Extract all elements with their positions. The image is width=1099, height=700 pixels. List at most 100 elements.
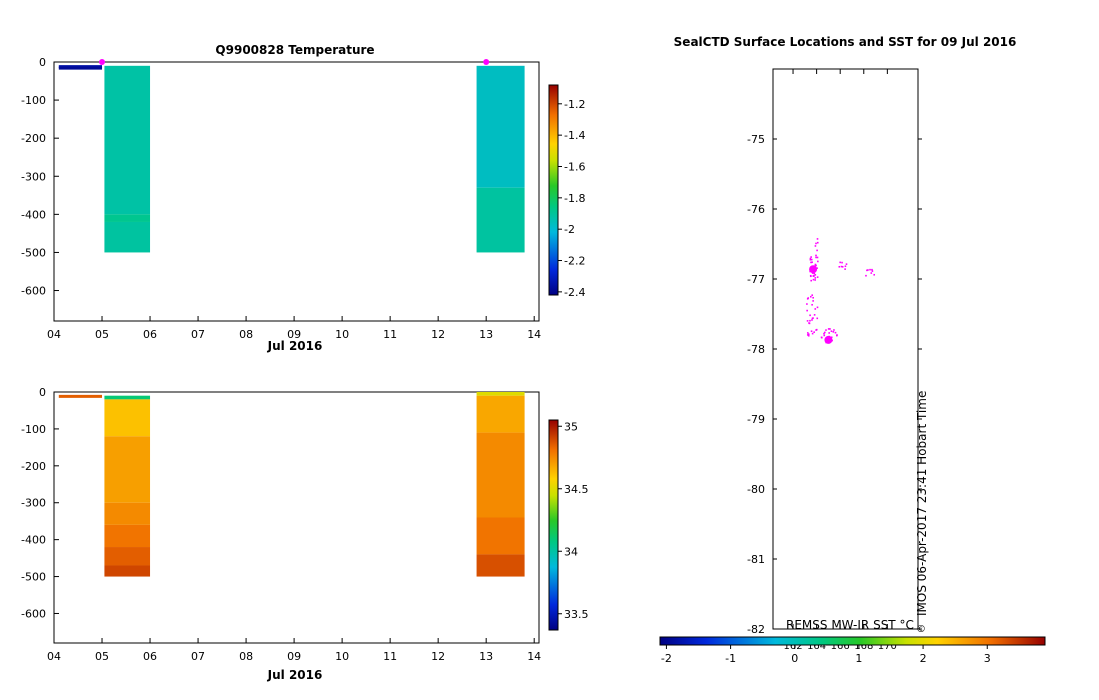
- location-point: [811, 332, 814, 335]
- location-point: [816, 256, 819, 259]
- map-x-tick-label-0: 162: [783, 641, 802, 652]
- location-point: [806, 320, 809, 322]
- sst-tick-label-5: 3: [984, 652, 991, 665]
- location-point: [844, 268, 846, 270]
- location-point: [834, 331, 837, 334]
- x-tick-label-4: 08: [239, 328, 253, 341]
- map-frame: [772, 68, 919, 630]
- location-point: [832, 331, 835, 333]
- profile-1-cell-3: [476, 517, 525, 555]
- x-tick-label-0: 04: [47, 328, 61, 341]
- salinity-colorbar: [548, 419, 559, 631]
- colorbar-tick-label-2: 34: [564, 545, 578, 558]
- y-tick-label-5: -500: [21, 246, 46, 259]
- map-y-ticks: -75 -76 -77 -78 -79 -80 -81 -82: [747, 133, 922, 636]
- location-point: [806, 309, 808, 312]
- location-point: [807, 333, 810, 336]
- location-point: [815, 254, 817, 257]
- map-y-tick-label-2: -77: [747, 273, 765, 286]
- sst-colorbar-label: REMSS MW-IR SST °C: [786, 618, 914, 632]
- location-point: [814, 279, 816, 281]
- location-point: [809, 258, 812, 261]
- x-tick-label-1: 05: [95, 650, 109, 663]
- location-point: [815, 329, 817, 331]
- location-point: [811, 261, 813, 264]
- location-point: [812, 275, 815, 277]
- profile-1-cell-1: [476, 395, 525, 433]
- profile-0-cell-2: [104, 221, 151, 253]
- surface-marker-0: [99, 59, 106, 65]
- location-point: [866, 269, 868, 272]
- location-point: [814, 308, 817, 310]
- location-point: [816, 317, 819, 320]
- profile-1-cell-2: [476, 432, 525, 518]
- colorbar-tick-label-0: -1.2: [564, 98, 585, 111]
- location-point: [816, 276, 819, 278]
- salinity-panel: 0 -100 -200 -300 -400 -500 -600 04 05 06 07 08 09 10…: [21, 386, 588, 682]
- surface-marker-1: [483, 59, 490, 65]
- x-tick-label-10: 14: [527, 650, 541, 663]
- profile-1-cell-4: [476, 554, 525, 577]
- location-point: [810, 261, 812, 264]
- location-point: [817, 260, 819, 263]
- location-point: [816, 238, 819, 240]
- x-tick-label-5: 09: [287, 328, 301, 341]
- profile-1-cell-0: [476, 392, 525, 396]
- profile-0-cell-3: [104, 502, 151, 525]
- map-y-tick-label-7: -82: [747, 623, 765, 636]
- location-point: [870, 272, 873, 274]
- location-point: [841, 265, 844, 268]
- colorbar-tick-label-2: -1.6: [564, 160, 585, 173]
- x-tick-label-3: 07: [191, 328, 205, 341]
- sst-tick-label-3: 1: [855, 652, 862, 665]
- location-point: [825, 329, 827, 331]
- colorbar-tick-label-1: -1.4: [564, 129, 585, 142]
- map-y-tick-label-6: -81: [747, 553, 765, 566]
- colorbar-tick-label-4: -2: [564, 223, 575, 236]
- colorbar-tick-label-1: 34.5: [564, 483, 589, 496]
- y-tick-label-0: 0: [39, 386, 46, 399]
- location-point: [823, 334, 826, 337]
- x-tick-label-5: 09: [287, 650, 301, 663]
- colorbar-tick-label-5: -2.2: [564, 255, 585, 268]
- x-tick-label-7: 11: [383, 650, 397, 663]
- location-point: [835, 334, 838, 337]
- temperature-xlabel: Jul 2016: [267, 339, 323, 353]
- location-point: [816, 267, 818, 269]
- y-tick-label-1: -100: [21, 423, 46, 436]
- location-point: [806, 332, 809, 334]
- location-point: [811, 294, 814, 296]
- location-point: [815, 256, 817, 259]
- map-x-ticks: 162 164 166 168 170: [783, 69, 897, 652]
- y-tick-label-2: -200: [21, 460, 46, 473]
- location-marker-0: [809, 265, 818, 274]
- x-tick-label-8: 12: [431, 328, 445, 341]
- salinity-cells: [58, 392, 525, 577]
- temperature-x-ticks: 04 05 06 07 08 09 10 11 12 13 14: [47, 316, 541, 341]
- location-point: [809, 314, 811, 317]
- map-panel: SealCTD Surface Locations and SST for 09…: [659, 35, 1046, 665]
- x-tick-label-2: 06: [143, 328, 157, 341]
- y-tick-label-3: -300: [21, 497, 46, 510]
- location-point: [809, 319, 811, 322]
- map-y-tick-label-4: -79: [747, 413, 765, 426]
- location-point: [816, 249, 818, 252]
- location-point: [811, 303, 813, 306]
- location-point: [840, 265, 843, 268]
- location-point: [838, 265, 841, 268]
- location-point: [829, 328, 831, 330]
- location-point: [830, 330, 833, 332]
- profile-0-cell-2: [104, 436, 151, 503]
- location-point: [823, 331, 826, 334]
- y-tick-label-6: -600: [21, 285, 46, 298]
- location-marker-1: [824, 335, 833, 344]
- location-point: [814, 277, 817, 279]
- map-title: SealCTD Surface Locations and SST for 09…: [674, 35, 1017, 49]
- location-point: [810, 258, 813, 261]
- location-point: [809, 295, 812, 298]
- map-points: [806, 238, 876, 344]
- temperature-y-ticks: 0 -100 -200 -300 -400 -500 -600: [21, 56, 59, 298]
- x-tick-label-0: 04: [47, 650, 61, 663]
- location-point: [810, 256, 812, 258]
